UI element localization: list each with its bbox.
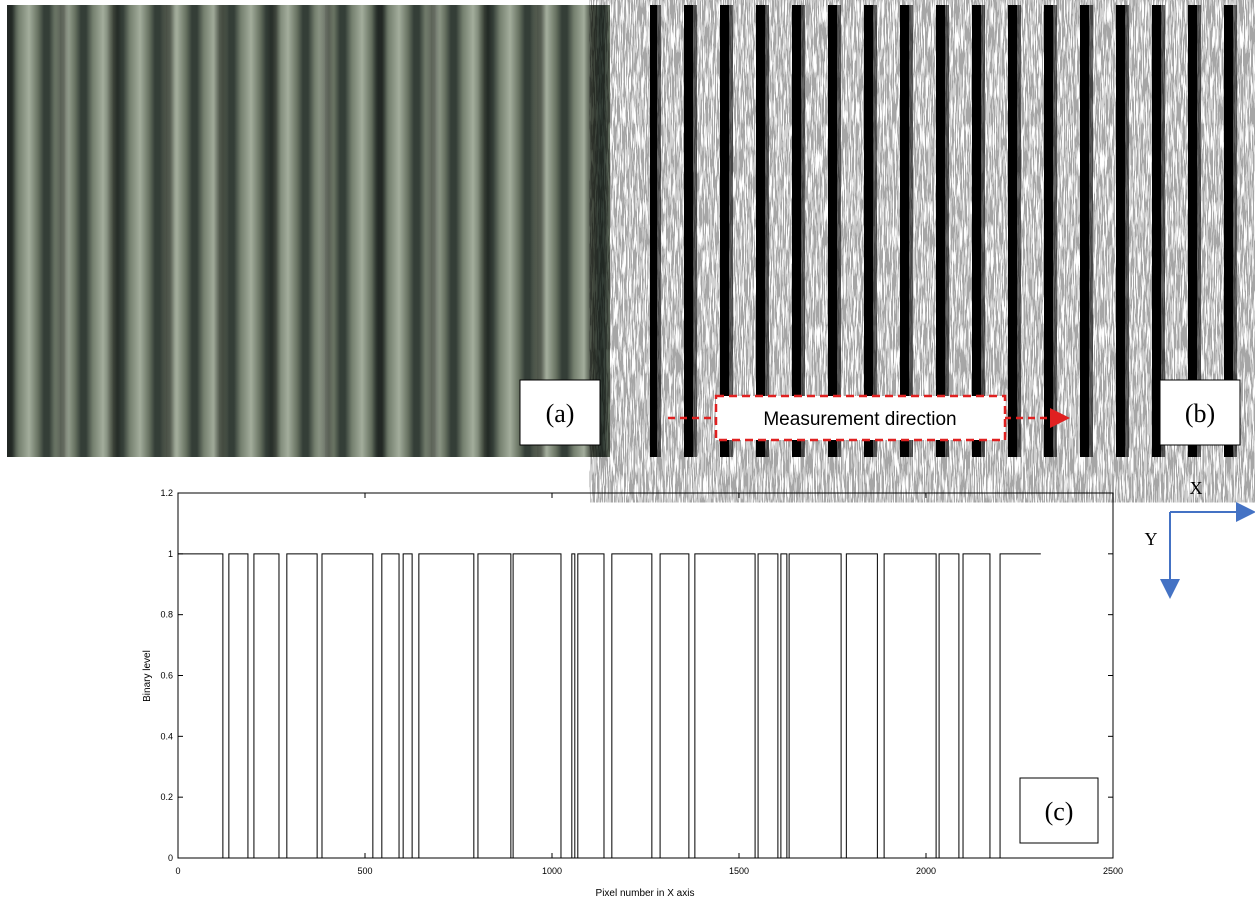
y-label: Y [1145, 529, 1158, 549]
x-tick-label: 1500 [729, 866, 749, 876]
y-tick-label: 0.4 [160, 731, 173, 741]
y-axis-label: Binary level [142, 650, 153, 702]
panel-label: (a) [546, 399, 575, 428]
x-tick-label: 500 [357, 866, 372, 876]
x-tick-label: 2000 [916, 866, 936, 876]
panel-label: (b) [1185, 399, 1215, 428]
photo-b-noise [650, 5, 1252, 457]
y-tick-label: 0.6 [160, 671, 173, 681]
y-tick-label: 0 [168, 853, 173, 863]
x-tick-label: 2500 [1103, 866, 1123, 876]
x-label: X [1190, 478, 1203, 498]
plot-frame [177, 492, 1114, 859]
photo-a [7, 5, 610, 457]
signal-line [178, 553, 1041, 859]
panel-label: (c) [1045, 797, 1074, 826]
x-axis-label: Pixel number in X axis [596, 888, 695, 899]
y-tick-label: 0.8 [160, 610, 173, 620]
label-box [1019, 777, 1099, 844]
annotation: Measurement direction [763, 409, 956, 430]
x-tick-label: 1000 [542, 866, 562, 876]
label-box [1159, 379, 1241, 446]
label-box [519, 379, 601, 446]
y-tick-label: 1.2 [160, 488, 173, 498]
annotation-box [714, 394, 1007, 442]
y-tick-label: 0.2 [160, 792, 173, 802]
x-tick-label: 0 [175, 866, 180, 876]
y-tick-label: 1 [168, 549, 173, 559]
